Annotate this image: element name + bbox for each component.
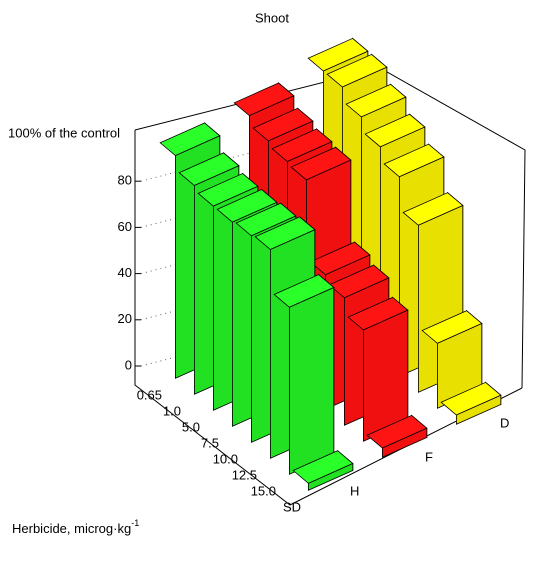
chart-title: Shoot [255,10,289,25]
bar [347,296,409,442]
bar [292,449,354,491]
z-axis-title: 100% of the control [8,125,120,140]
x-axis-title-sup: -1 [131,518,139,528]
z-tick-label: 40 [118,265,132,280]
series-label: H [350,483,359,498]
x-tick-label: 7.5 [201,435,219,450]
series-label: F [425,449,433,464]
x-tick-label: 10.0 [213,451,238,466]
bar [421,309,483,409]
x-axis-title: Herbicide, microg·kg-1 [12,518,139,536]
bar-front [455,394,502,425]
x-tick-label: 1.0 [163,403,181,418]
z-tick-label: 0 [125,357,132,372]
bar-front [307,462,354,491]
x-axis-title-main: Herbicide, microg·kg [12,521,131,536]
x-tick-label: 5.0 [182,419,200,434]
series-label: D [500,415,509,430]
x-tick-label: 12.5 [232,467,257,482]
bar [366,414,428,458]
z-tick-label: 20 [118,311,132,326]
bar-front [381,427,428,458]
bar-front [288,286,335,475]
x-tick-label: SD [283,499,301,514]
z-tick-label: 80 [118,173,132,188]
bar [440,381,502,425]
x-tick-label: 0.65 [137,387,162,402]
x-tick-label: 15.0 [251,483,276,498]
z-tick-label: 60 [118,219,132,234]
